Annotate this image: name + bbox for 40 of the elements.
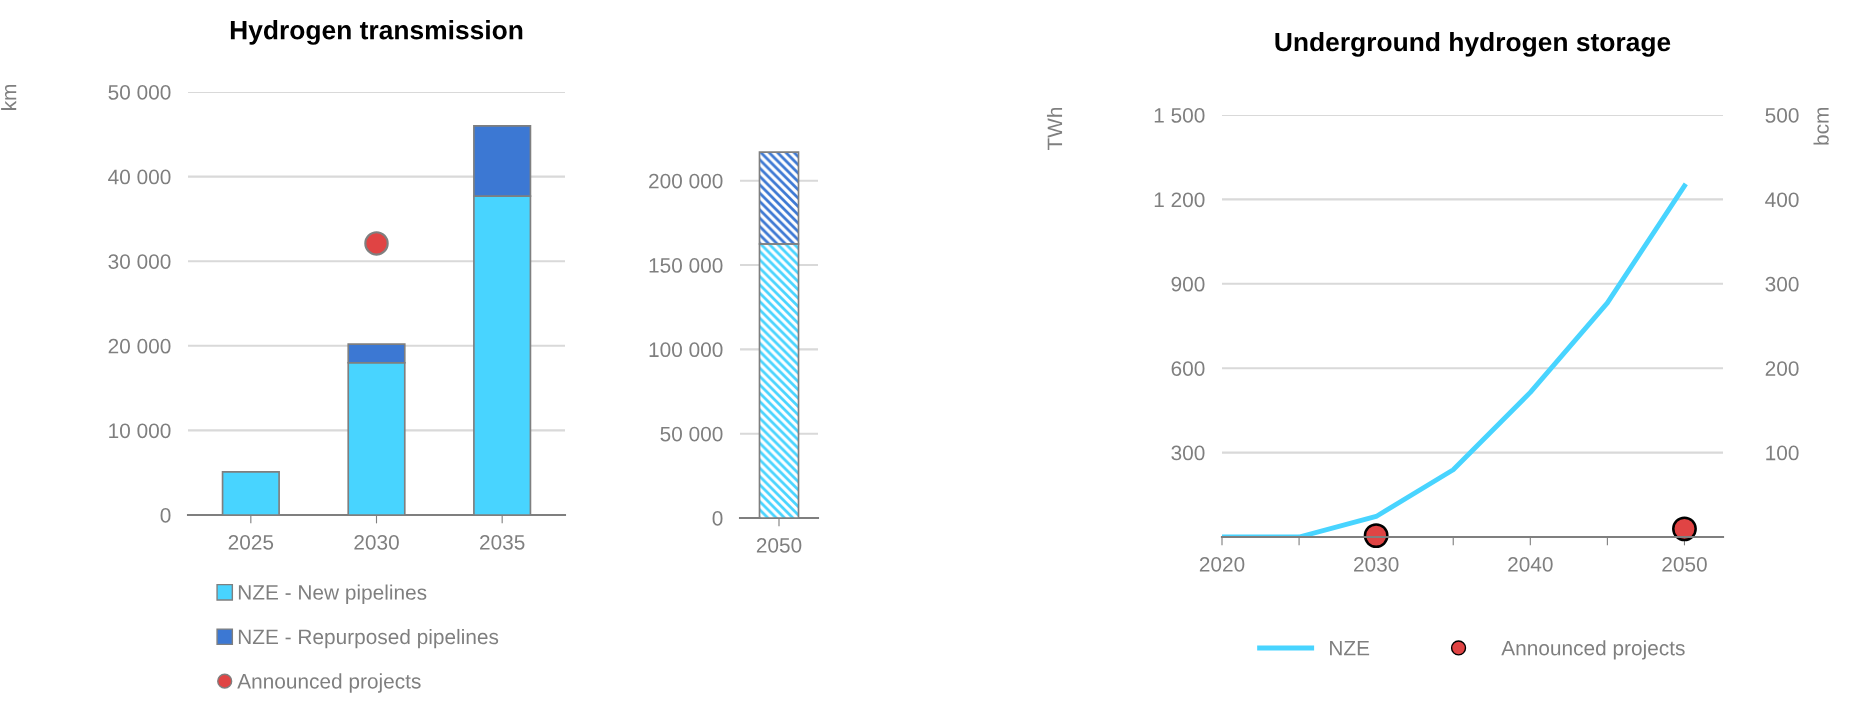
y-tick-label: 1 500 xyxy=(1154,108,1205,123)
x-tick-label: 2050 xyxy=(756,537,802,553)
y-axis-title: TWh xyxy=(1046,107,1063,151)
y-tick-label: 50 000 xyxy=(108,85,171,100)
y2-tick-label: 500 xyxy=(1765,108,1799,123)
legend-label: Announced projects xyxy=(237,673,421,693)
x-tick-label: 2030 xyxy=(1354,556,1399,572)
y2-axis-title: bcm xyxy=(1813,107,1829,145)
legend-label: NZE xyxy=(1330,640,1370,656)
y-tick-label: 50 000 xyxy=(660,426,723,442)
y-tick-label: 600 xyxy=(1171,361,1205,376)
chart-title: Hydrogen transmission xyxy=(230,20,523,45)
y-tick-label: 900 xyxy=(1171,276,1205,292)
y-tick-label: 30 000 xyxy=(108,254,171,269)
y2-tick-label: 300 xyxy=(1765,276,1799,292)
y-tick-label: 200 000 xyxy=(649,173,723,189)
y-tick-label: 0 xyxy=(712,511,723,526)
y-axis-title: km xyxy=(1,84,17,110)
x-tick-label: 2050 xyxy=(1662,556,1707,572)
y-tick-label: 1 200 xyxy=(1154,192,1205,208)
x-tick-label: 2035 xyxy=(480,534,525,550)
chart-title: Underground hydrogen storage xyxy=(1275,31,1671,57)
y-tick-label: 20 000 xyxy=(108,338,171,354)
y-tick-label: 40 000 xyxy=(108,169,171,185)
y-tick-label: 150 000 xyxy=(649,258,723,273)
x-tick-label: 2020 xyxy=(1199,556,1245,572)
legend-label: NZE - New pipelines xyxy=(238,584,427,604)
x-tick-label: 2025 xyxy=(228,534,274,550)
line-series xyxy=(1222,183,1687,537)
y2-tick-label: 400 xyxy=(1765,192,1799,208)
legend-label: Announced projects xyxy=(1501,640,1685,660)
y-tick-label: 0 xyxy=(160,508,171,523)
y-tick-label: 10 000 xyxy=(109,423,171,439)
y2-tick-label: 100 xyxy=(1766,445,1799,461)
y2-tick-label: 200 xyxy=(1765,361,1799,376)
x-tick-label: 2030 xyxy=(354,534,399,550)
legend-label: NZE - Repurposed pipelines xyxy=(238,628,499,649)
y-tick-label: 100 000 xyxy=(649,342,723,358)
x-tick-label: 2040 xyxy=(1508,556,1553,572)
y-tick-label: 300 xyxy=(1171,445,1205,461)
